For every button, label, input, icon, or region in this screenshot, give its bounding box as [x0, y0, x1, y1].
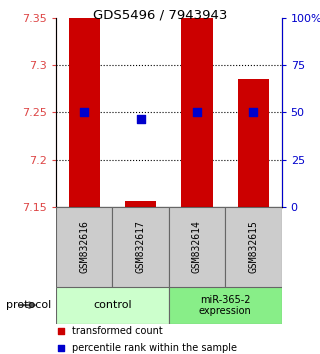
Bar — [56, 287, 169, 324]
Bar — [125, 201, 156, 207]
Text: GSM832616: GSM832616 — [79, 221, 89, 273]
Bar — [181, 18, 212, 207]
Text: GDS5496 / 7943943: GDS5496 / 7943943 — [93, 9, 227, 22]
Text: control: control — [93, 300, 132, 310]
Text: GSM832614: GSM832614 — [192, 221, 202, 273]
Text: miR-365-2
expression: miR-365-2 expression — [199, 295, 252, 316]
Bar — [56, 207, 112, 287]
Text: GSM832617: GSM832617 — [136, 221, 146, 273]
Point — [58, 345, 63, 351]
Point — [138, 116, 143, 122]
Text: transformed count: transformed count — [72, 326, 163, 336]
Bar — [69, 18, 100, 207]
Point — [58, 329, 63, 334]
Text: GSM832615: GSM832615 — [248, 221, 259, 273]
Text: percentile rank within the sample: percentile rank within the sample — [72, 343, 237, 353]
Point — [251, 109, 256, 115]
Point — [195, 109, 200, 115]
Bar — [225, 207, 282, 287]
Bar — [169, 287, 282, 324]
Bar — [112, 207, 169, 287]
Bar — [169, 207, 225, 287]
Point — [82, 109, 87, 115]
Text: protocol: protocol — [6, 300, 52, 310]
Bar — [238, 79, 269, 207]
